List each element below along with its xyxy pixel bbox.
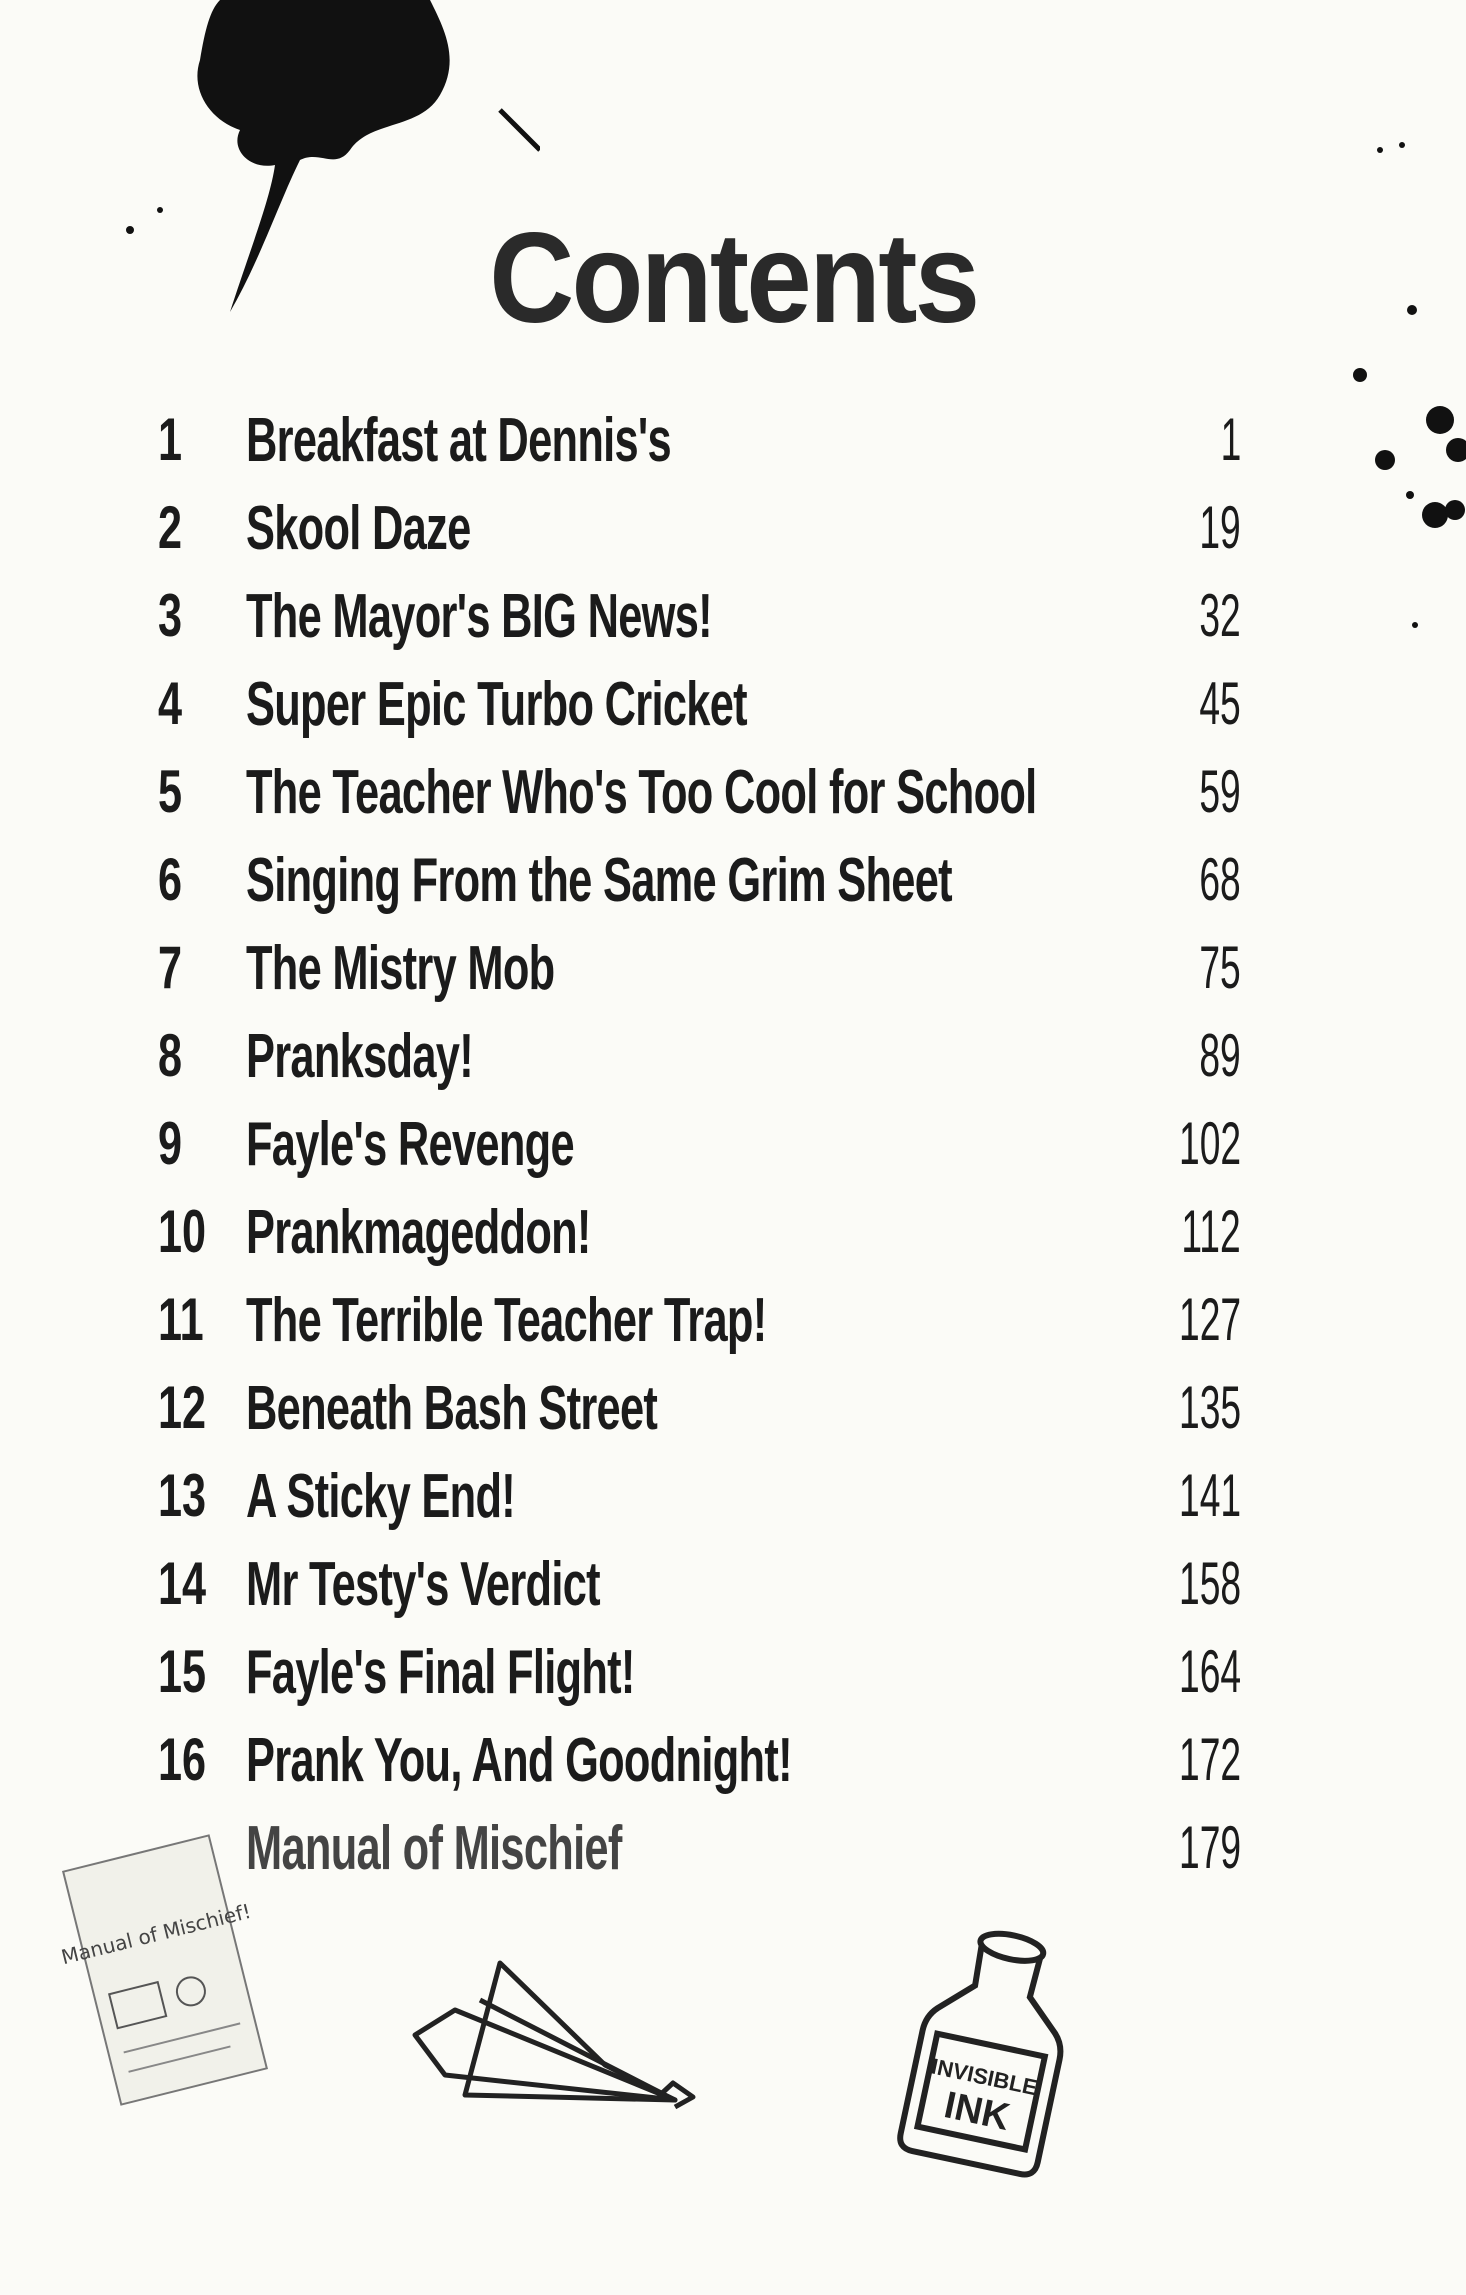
chapter-number: 4 [158, 670, 183, 737]
toc-entry[interactable]: 15 Fayle's Final Flight! 164 [0, 1637, 1466, 1725]
chapter-number: 9 [158, 1110, 183, 1177]
chapter-title: Prankmageddon! [246, 1198, 591, 1267]
chapter-number: 13 [158, 1462, 207, 1529]
page-number: 19 [1199, 494, 1241, 561]
chapter-title: Skool Daze [246, 494, 471, 563]
toc-entry[interactable]: 13 A Sticky End! 141 [0, 1461, 1466, 1549]
toc-entry[interactable]: 12 Beneath Bash Street 135 [0, 1373, 1466, 1461]
toc-entry[interactable]: 10 Prankmageddon! 112 [0, 1197, 1466, 1285]
chapter-title: Prank You, And Goodnight! [246, 1726, 793, 1795]
toc-entry[interactable]: 4 Super Epic Turbo Cricket 45 [0, 669, 1466, 757]
chapter-title: The Mistry Mob [246, 934, 555, 1003]
chapter-title: Fayle's Revenge [246, 1110, 575, 1179]
page-number: 158 [1178, 1550, 1241, 1617]
toc-entry[interactable]: 11 The Terrible Teacher Trap! 127 [0, 1285, 1466, 1373]
toc-entry-appendix[interactable]: Manual of Mischief 179 [0, 1813, 1466, 1901]
page-number: 141 [1178, 1462, 1241, 1529]
toc-entry[interactable]: 16 Prank You, And Goodnight! 172 [0, 1725, 1466, 1813]
appendix-title: Manual of Mischief [246, 1814, 622, 1883]
chapter-number: 7 [158, 934, 183, 1001]
toc-entry[interactable]: 1 Breakfast at Dennis's 1 [0, 405, 1466, 493]
page-number: 112 [1181, 1198, 1241, 1265]
toc-entry[interactable]: 7 The Mistry Mob 75 [0, 933, 1466, 1021]
page-title: Contents [0, 205, 1466, 352]
chapter-title: Fayle's Final Flight! [246, 1638, 635, 1707]
page-number: 179 [1178, 1814, 1241, 1881]
page-number: 172 [1178, 1726, 1241, 1793]
toc-entry[interactable]: 9 Fayle's Revenge 102 [0, 1109, 1466, 1197]
page-number: 75 [1199, 934, 1241, 1001]
page-number: 68 [1199, 846, 1241, 913]
toc-entry[interactable]: 3 The Mayor's BIG News! 32 [0, 581, 1466, 669]
mischief-leaflet-illustration: Manual of Mischief! [59, 1834, 269, 2106]
chapter-number: 5 [158, 758, 183, 825]
chapter-number: 16 [158, 1726, 207, 1793]
chapter-title: Beneath Bash Street [246, 1374, 658, 1443]
ink-splat-decoration [126, 0, 540, 312]
chapter-number: 15 [158, 1638, 207, 1705]
chapter-number: 3 [158, 582, 183, 649]
chapter-title: Super Epic Turbo Cricket [246, 670, 748, 739]
page-number: 1 [1220, 406, 1241, 473]
chapter-number: 6 [158, 846, 183, 913]
chapter-number: 2 [158, 494, 183, 561]
chapter-title: The Teacher Who's Too Cool for School [246, 758, 1037, 827]
page-number: 164 [1178, 1638, 1241, 1705]
page-number: 45 [1199, 670, 1241, 737]
toc-entry[interactable]: 8 Pranksday! 89 [0, 1021, 1466, 1109]
chapter-number: 11 [158, 1286, 204, 1353]
toc-entry[interactable]: 5 The Teacher Who's Too Cool for School 59 [0, 757, 1466, 845]
ink-splatter-decoration [1353, 142, 1466, 628]
chapter-number: 8 [158, 1022, 183, 1089]
chapter-title: Pranksday! [246, 1022, 474, 1091]
chapter-number: 14 [158, 1550, 207, 1617]
page-number: 135 [1178, 1374, 1241, 1441]
page-number: 59 [1199, 758, 1241, 825]
chapter-title: The Mayor's BIG News! [246, 582, 713, 651]
toc-entry[interactable]: 2 Skool Daze 19 [0, 493, 1466, 581]
page-number: 32 [1199, 582, 1241, 649]
invisible-ink-bottle-icon: INVISIBLE INK [897, 1930, 1064, 2178]
page-number: 127 [1178, 1286, 1241, 1353]
chapter-title: The Terrible Teacher Trap! [246, 1286, 767, 1355]
chapter-number: 1 [158, 406, 183, 473]
contents-heading: Contents [488, 207, 980, 350]
toc-entry[interactable]: 14 Mr Testy's Verdict 158 [0, 1549, 1466, 1637]
toc-entry[interactable]: 6 Singing From the Same Grim Sheet 68 [0, 845, 1466, 933]
chapter-title: Singing From the Same Grim Sheet [246, 846, 953, 915]
page-number: 89 [1199, 1022, 1241, 1089]
chapter-title: Mr Testy's Verdict [246, 1550, 601, 1619]
chapter-title: Breakfast at Dennis's [246, 406, 672, 475]
paper-plane-icon [412, 1960, 696, 2110]
chapter-title: A Sticky End! [246, 1462, 516, 1531]
page-number: 102 [1178, 1110, 1241, 1177]
chapter-number: 12 [158, 1374, 207, 1441]
chapter-number: 10 [158, 1198, 207, 1265]
